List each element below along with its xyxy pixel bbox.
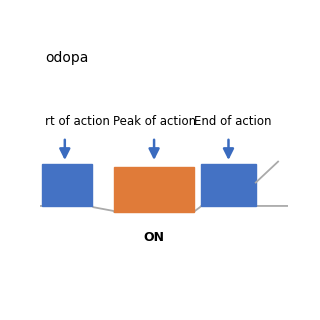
Text: End of action: End of action [194,115,271,128]
Text: ON: ON [144,231,164,244]
Bar [43,164,92,206]
Text: rt of action: rt of action [45,115,110,128]
Text: odopa: odopa [45,51,88,65]
Bar [115,166,194,212]
Text: Peak of action: Peak of action [113,115,196,128]
Bar [201,164,256,206]
